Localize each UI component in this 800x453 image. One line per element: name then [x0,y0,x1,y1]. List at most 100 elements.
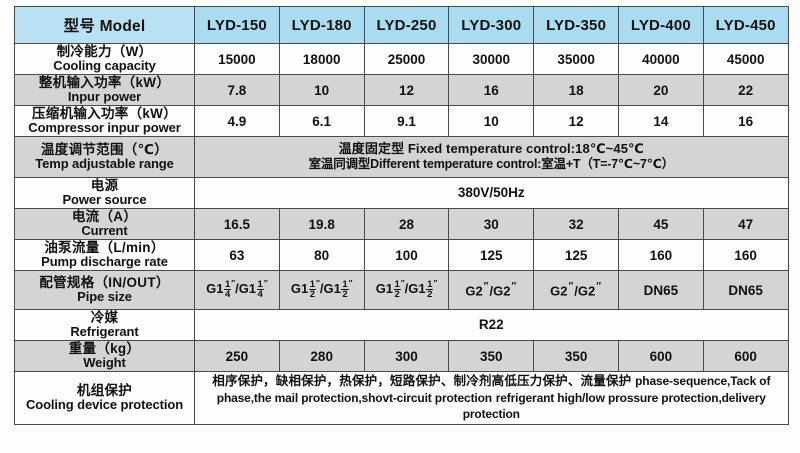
table-row-protection: 机组保护 Cooling device protection 相序保护，缺相保护… [14,371,789,425]
row-label-cn: 电流（A） [71,209,138,225]
header-model-7: LYD-450 [702,6,789,44]
row-label-cn: 机组保护 [76,383,133,399]
row-label-cn: 压缩机输入功率（kW） [31,106,178,122]
cell-value: 9.1 [363,105,450,137]
cell-value: 4.9 [194,105,280,137]
header-model-5: LYD-350 [533,6,619,44]
cell-value: 28 [363,208,450,240]
row-label-en: Cooling device protection [25,397,184,413]
cell-pipe-size: DN65 [617,270,704,310]
protection-line-en-2: refrigerant high/low prossure protection… [462,390,766,422]
cell-value: 80 [278,239,365,271]
cell-value: 7.8 [194,74,280,106]
temp-range-line-2: 室温同调型Different temperature control:室温+T（… [308,157,675,172]
cell-value: 35000 [533,43,619,75]
table-row-temp-range: 温度调节范围（℃） Temp adjustable range 温度固定型 Fi… [14,136,789,178]
row-label-cn: 冷媒 [90,310,119,326]
table-row-cooling-capacity: 制冷能力（W） Cooling capacity 15000 18000 250… [14,43,789,75]
row-label-weight: 重量（kg） Weight [14,340,195,372]
cell-value: 14 [617,105,704,137]
cell-value: 12 [363,74,450,106]
protection-line-en-1: phase-sequence,Tack of phase,the mail pr… [216,374,771,405]
header-label-column: 型号 Model [14,6,195,44]
header-model-2: LYD-180 [278,6,365,44]
cell-value: 18 [533,74,619,106]
header-model-1: LYD-150 [194,6,280,44]
cell-pipe-size: G2″/G2″ [533,270,619,310]
cell-value: 600 [702,340,789,372]
row-label-input-power: 整机输入功率（kW） Inpur power [14,74,195,106]
cell-value: 350 [533,340,619,372]
table-row-compressor-power: 压缩机输入功率（kW） Compressor inpur power 4.9 6… [14,105,789,137]
table-row-current: 电流（A） Current 16.5 19.8 28 30 32 45 47 [14,208,789,240]
protection-line-cn: 相序保护，缺相保护，热保护，短路保护、制冷剂高低压力保护、流量保护 [212,374,632,389]
cell-value: 19.8 [278,208,365,240]
cell-value: 25000 [363,43,450,75]
cell-pipe-size: G1 1 4 ″/G1 1 4 ″ [194,270,280,310]
cell-value: 280 [278,340,365,372]
cell-value: 45 [617,208,704,240]
temp-range-line-1: 温度固定型 Fixed temperature control:18℃~45℃ [338,141,644,157]
row-label-pipe-size: 配管规格（IN/OUT） Pipe size [14,270,195,310]
table-row-pipe-size: 配管规格（IN/OUT） Pipe size G1 1 4 ″/G1 1 4 ″ G1 1 2 ″… [14,270,789,310]
cell-pipe-size: G1 1 2 ″/G1 1 2 ″ [363,270,450,310]
cell-value: 12 [533,105,619,137]
cell-value: 100 [363,239,450,271]
row-label-cn: 油泵流量（L/min） [44,240,165,256]
row-label-temp-range: 温度调节范围（℃） Temp adjustable range [14,136,195,178]
cell-value: 250 [194,340,280,372]
row-label-cn: 电源 [90,178,119,194]
cell-value: 300 [363,340,450,372]
cell-pipe-size: DN65 [702,270,789,310]
cell-refrigerant-merged: R22 [194,309,789,341]
header-model-4: LYD-300 [448,6,535,44]
row-label-en: Weight [83,355,126,371]
row-label-cooling-capacity: 制冷能力（W） Cooling capacity [14,43,195,75]
row-label-cn: 制冷能力（W） [56,44,153,60]
cell-value: 6.1 [278,105,365,137]
row-label-en: Pipe size [77,289,132,305]
cell-value: 30000 [448,43,535,75]
specification-table: 型号 Model LYD-150 LYD-180 LYD-250 LYD-300… [14,6,789,425]
row-label-protection: 机组保护 Cooling device protection [14,371,195,425]
row-label-power-source: 电源 Power source [14,177,195,209]
header-model-6: LYD-400 [617,6,704,44]
row-label-cn: 重量（kg） [68,341,141,357]
table-row-power-source: 电源 Power source 380V/50Hz [14,177,789,209]
row-label-en: Compressor inpur power [28,120,181,136]
row-label-cn: 整机输入功率（kW） [38,75,171,91]
cell-power-source-merged: 380V/50Hz [194,177,789,209]
row-label-refrigerant: 冷媒 Refrigerant [14,309,195,341]
row-label-en: Temp adjustable range [35,156,174,172]
cell-value: 16.5 [194,208,280,240]
table-row-refrigerant: 冷媒 Refrigerant R22 [14,309,789,341]
cell-value: 16 [702,105,789,137]
cell-pipe-size: G1 1 2 ″/G1 1 2 ″ [278,270,365,310]
cell-value: 600 [617,340,704,372]
cell-value: 63 [194,239,280,271]
cell-value: 15000 [194,43,280,75]
cell-protection-merged: 相序保护，缺相保护，热保护，短路保护、制冷剂高低压力保护、流量保护 phase-… [194,371,789,425]
cell-value: 40000 [617,43,704,75]
row-label-en: Power source [62,192,147,208]
row-label-en: Pump discharge rate [41,254,168,270]
cell-value: 125 [533,239,619,271]
cell-value: 350 [448,340,535,372]
cell-value: 125 [448,239,535,271]
cell-temp-range-merged: 温度固定型 Fixed temperature control:18℃~45℃ … [194,136,789,178]
row-label-current: 电流（A） Current [14,208,195,240]
cell-value: 18000 [278,43,365,75]
row-label-cn: 配管规格（IN/OUT） [39,275,170,291]
cell-value: 45000 [702,43,789,75]
row-label-compressor-power: 压缩机输入功率（kW） Compressor inpur power [14,105,195,137]
cell-value: 160 [617,239,704,271]
table-row-weight: 重量（kg） Weight 250 280 300 350 350 600 60… [14,340,789,372]
row-label-en: Inpur power [67,89,142,105]
row-label-pump-discharge: 油泵流量（L/min） Pump discharge rate [14,239,195,271]
cell-value: 22 [702,74,789,106]
cell-value: 32 [533,208,619,240]
cell-pipe-size: G2″/G2″ [448,270,535,310]
cell-value: 30 [448,208,535,240]
cell-value: 10 [448,105,535,137]
